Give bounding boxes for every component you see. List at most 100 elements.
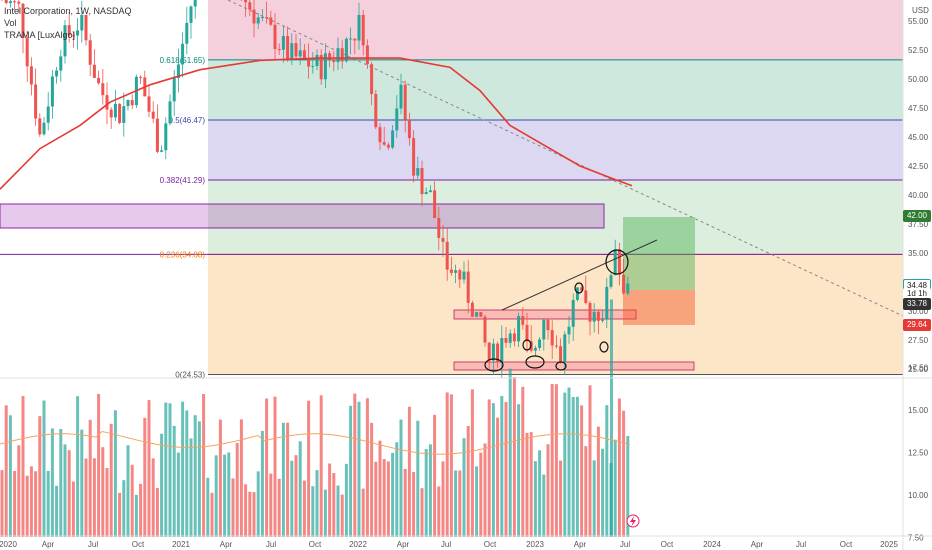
volume-bar — [428, 444, 432, 537]
volume-bar — [67, 450, 71, 537]
volume-bar — [202, 393, 206, 537]
price-candle — [386, 144, 390, 148]
currency-label: USD — [912, 6, 929, 15]
volume-bar — [424, 449, 428, 537]
stop-price-tag: 29.64 — [903, 319, 931, 331]
fib-zone-0786 — [208, 0, 903, 60]
volume-bar — [46, 470, 50, 537]
volume-bar — [550, 383, 554, 537]
price-candle — [311, 66, 315, 68]
price-axis-label: 55.00 — [908, 17, 929, 26]
volume-bar — [101, 447, 105, 537]
volume-bar — [63, 444, 67, 537]
price-candle — [25, 37, 29, 67]
volume-average-line — [0, 430, 631, 455]
volume-bar — [475, 466, 479, 537]
price-candle — [580, 287, 584, 291]
price-candle — [626, 283, 630, 294]
price-candle — [525, 324, 529, 342]
price-candle — [412, 138, 416, 176]
time-axis-label: Jul — [441, 540, 451, 549]
price-candle — [382, 142, 386, 145]
volume-bar — [239, 419, 243, 537]
time-axis-label: 2020 — [0, 540, 17, 549]
volume-bar — [80, 429, 84, 537]
time-axis-label: Apr — [751, 540, 764, 549]
volume-bar — [575, 396, 579, 537]
price-candle — [584, 290, 588, 303]
price-candle — [109, 109, 113, 118]
volume-bar — [298, 441, 302, 537]
price-candle — [420, 168, 424, 195]
price-candle — [521, 316, 525, 325]
volume-bar — [176, 452, 180, 537]
price-candle — [403, 84, 407, 120]
volume-bar — [269, 473, 273, 537]
lightning-icon-glyph — [630, 516, 636, 527]
volume-bar — [332, 473, 336, 537]
volume-bar — [416, 420, 420, 537]
volume-bar — [605, 405, 609, 537]
volume-bar — [454, 470, 458, 537]
volume-bar — [113, 410, 117, 537]
volume-bar — [260, 430, 264, 537]
volume-bar — [189, 438, 193, 537]
trama-line — [0, 57, 633, 190]
price-candle — [269, 17, 273, 25]
volume-bar — [353, 393, 357, 537]
price-candle — [307, 58, 311, 67]
price-candle — [622, 274, 626, 294]
price-candle — [517, 316, 521, 342]
price-candle — [441, 237, 445, 242]
volume-bar — [286, 422, 290, 537]
price-candle — [470, 302, 474, 317]
volume-bar — [374, 461, 378, 537]
volume-bar — [181, 401, 185, 537]
volume-bar — [84, 458, 88, 537]
volume-bar — [378, 440, 382, 537]
volume-indicator-label[interactable]: Vol — [4, 18, 17, 28]
price-candle — [571, 299, 575, 327]
price-candle — [265, 17, 269, 19]
volume-bar — [97, 393, 101, 537]
price-candle — [130, 100, 134, 106]
volume-bar — [244, 484, 248, 537]
volume-bar — [563, 392, 567, 537]
time-axis-label: Apr — [220, 540, 233, 549]
price-candle — [71, 35, 75, 37]
price-candle — [38, 118, 42, 135]
trama-indicator-label[interactable]: TRAMA [LuxAlgo] — [4, 30, 76, 40]
fib-label: 0.236(34.88) — [160, 250, 206, 259]
price-axis-label: 50.00 — [908, 75, 929, 84]
price-candle — [592, 311, 596, 322]
volume-bar — [391, 452, 395, 537]
time-axis-label: Jul — [266, 540, 276, 549]
volume-bar — [55, 485, 59, 537]
volume-bar — [307, 400, 311, 537]
volume-bar — [601, 448, 605, 537]
circle-annotation — [599, 341, 609, 353]
price-candle — [277, 49, 281, 51]
volume-bar — [445, 392, 449, 537]
volume-bar — [109, 423, 113, 537]
price-candle — [42, 122, 46, 135]
volume-bar — [4, 405, 8, 537]
price-candle — [256, 17, 260, 24]
price-candle — [55, 70, 59, 77]
volume-bar — [227, 452, 231, 537]
price-candle — [344, 38, 348, 62]
price-candle — [122, 106, 126, 123]
resistance-zone-box — [453, 309, 637, 320]
volume-bar — [357, 401, 361, 537]
price-candle — [59, 56, 63, 71]
volume-bar — [168, 403, 172, 537]
volume-bar — [433, 414, 437, 537]
volume-bar — [151, 458, 155, 537]
price-candle — [302, 50, 306, 59]
volume-bar — [273, 396, 277, 537]
volume-bar — [290, 460, 294, 537]
volume-bar — [197, 421, 201, 537]
volume-bar — [147, 400, 151, 537]
volume-bar — [29, 466, 33, 537]
